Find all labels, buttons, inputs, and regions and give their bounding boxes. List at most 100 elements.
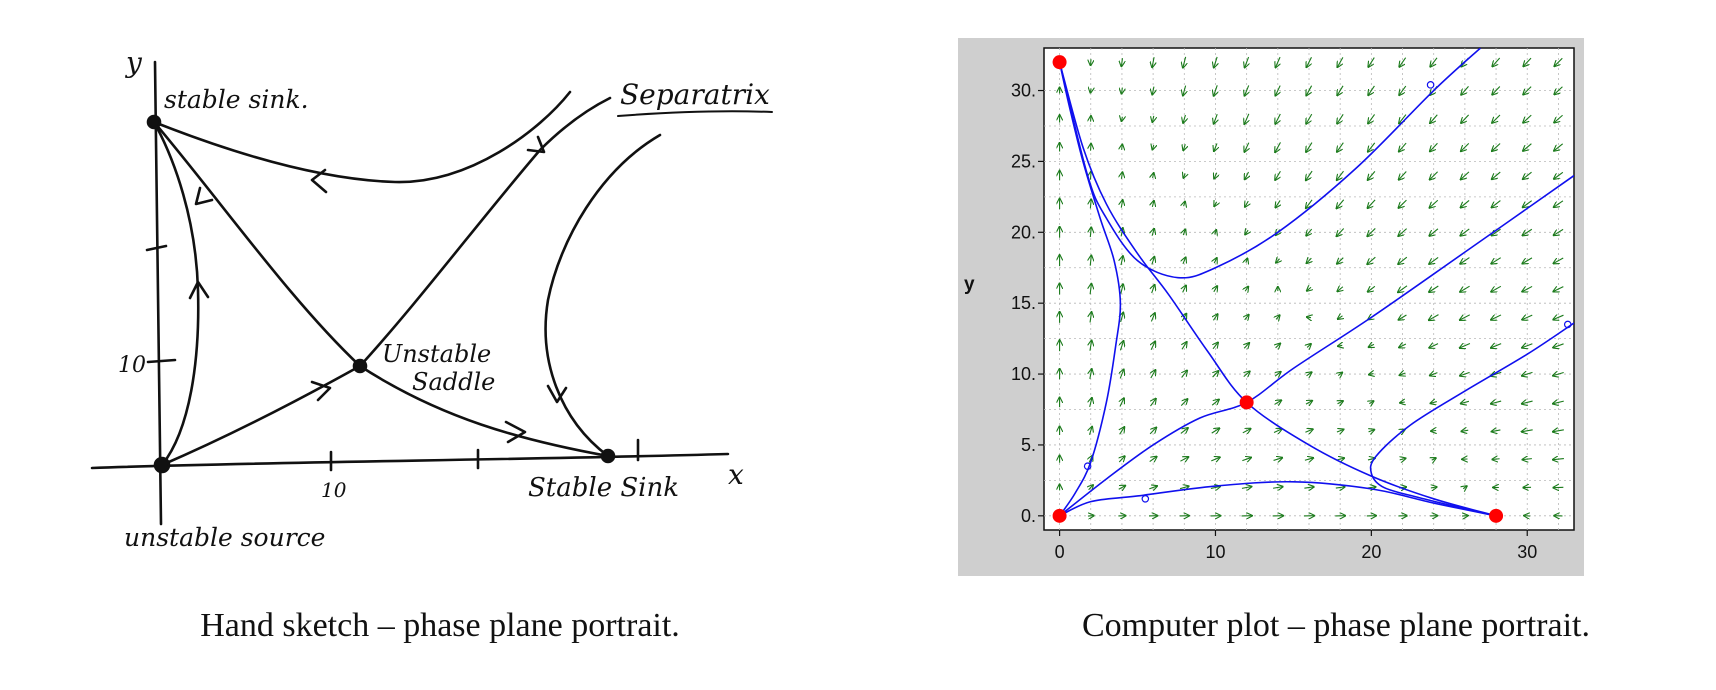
sketch-arrowhead (194, 186, 214, 206)
direction-field-arrow (1245, 230, 1248, 234)
direction-field-arrow (1554, 228, 1564, 235)
sketch-arrowhead (310, 380, 332, 402)
direction-field-arrow (1430, 142, 1438, 151)
direction-field-arrow (1180, 399, 1187, 406)
direction-field-arrow (1553, 287, 1564, 292)
direction-field-arrow (1241, 487, 1251, 489)
direction-field-arrow (1089, 485, 1093, 490)
direction-field-arrow (1304, 458, 1313, 460)
label-saddle-line1: Unstable (382, 340, 491, 368)
direction-field-arrow (1214, 56, 1217, 67)
direction-field-arrow (1368, 199, 1376, 208)
x-tick-label: 10 (1205, 542, 1225, 562)
direction-field-arrow (1460, 314, 1471, 320)
direction-field-arrow (1460, 343, 1471, 347)
direction-field-arrow (1400, 402, 1405, 403)
direction-field-arrow (1213, 371, 1219, 378)
direction-field-arrow (1152, 86, 1154, 95)
label-separatrix: Separatrix (620, 78, 770, 111)
direction-field-arrow (1432, 458, 1436, 460)
direction-field-arrow (1214, 113, 1217, 123)
direction-field-arrow (1151, 313, 1154, 322)
direction-field-arrow (1555, 57, 1563, 66)
direction-field-arrow (1179, 486, 1189, 488)
initial-condition-marker (1563, 320, 1572, 329)
direction-field-arrow (1151, 342, 1155, 351)
initial-condition-marker (1426, 81, 1435, 89)
direction-field-arrow (1276, 200, 1281, 207)
direction-field-arrow (1338, 345, 1342, 346)
direction-field-arrow (1304, 487, 1313, 488)
direction-field-arrow (1462, 430, 1469, 431)
direction-field-arrow (1276, 344, 1280, 348)
x-tick-label: 30 (1517, 542, 1537, 562)
direction-field-arrow (1275, 142, 1281, 152)
direction-field-arrow (1120, 341, 1123, 351)
direction-field-arrow (1183, 173, 1185, 177)
trajectory-curve-5 (1058, 48, 1482, 279)
direction-field-arrow (1089, 427, 1092, 435)
equilibrium-point (1489, 508, 1504, 523)
hand-sketch-labels: y x 10 10 stable sink. Separatrix Unstab… (118, 46, 770, 552)
direction-field-arrow (1149, 486, 1157, 489)
y-tick-label: 5. (1021, 435, 1036, 455)
equilibrium-point (1052, 55, 1067, 70)
direction-field-arrow (1120, 427, 1125, 435)
direction-field-arrow (1429, 228, 1439, 236)
direction-field-arrow (1523, 459, 1532, 460)
direction-field-arrow (1275, 113, 1281, 124)
direction-field-arrow (1429, 256, 1439, 264)
direction-field-arrow (1275, 85, 1280, 96)
trajectory-curve-4 (1058, 62, 1122, 517)
direction-field-arrow (1399, 57, 1407, 67)
direction-field-arrow (1463, 486, 1466, 488)
direction-field-arrow (1246, 259, 1247, 263)
direction-field-arrow (1121, 228, 1123, 237)
direction-field-arrow (1183, 144, 1185, 150)
direction-field-arrow (1523, 200, 1533, 207)
direction-field-arrow (1338, 373, 1342, 376)
direction-field-arrow (1214, 286, 1217, 292)
direction-field-arrow (1121, 313, 1124, 323)
direction-field-arrow (1245, 201, 1248, 207)
direction-field-arrow (1399, 171, 1407, 180)
computer-plot-panel: 0 10 20 30 0. 5. 10. 15. 20. 25. 30. y (958, 38, 1584, 576)
direction-field-arrow (1245, 85, 1249, 95)
direction-field-arrow (1244, 372, 1250, 377)
direction-field-arrow (1554, 200, 1564, 207)
direction-field-arrow (1273, 487, 1282, 489)
direction-field-arrow (1307, 57, 1312, 67)
direction-field-arrow (1273, 429, 1282, 433)
direction-field-arrow (1090, 284, 1091, 295)
direction-field-arrow (1369, 374, 1373, 375)
direction-field-arrow (1430, 373, 1438, 376)
direction-field-arrow (1523, 57, 1532, 66)
direction-field-arrow (1523, 257, 1533, 264)
direction-field-arrow (1090, 312, 1091, 323)
label-unstable-source: unstable source (124, 523, 325, 552)
direction-field-arrow (1431, 430, 1436, 431)
direction-field-arrow (1275, 372, 1281, 376)
direction-field-arrow (1337, 228, 1345, 236)
direction-field-arrow (1429, 344, 1439, 348)
plot-y-axis-title: y (964, 274, 975, 295)
direction-field-arrow (1491, 344, 1502, 348)
direction-field-arrow (1090, 398, 1092, 407)
direction-field-arrow (1183, 56, 1186, 68)
direction-field-arrow (1337, 257, 1344, 264)
direction-field-arrow (1337, 57, 1344, 67)
direction-field-arrow (1090, 172, 1091, 180)
sketch-y-tick (145, 244, 168, 252)
direction-field (1060, 56, 1564, 518)
direction-field-arrow (1400, 373, 1406, 375)
direction-field-arrow (1090, 341, 1092, 351)
direction-field-arrow (1182, 342, 1187, 350)
sketch-diagonal-upper (152, 120, 362, 368)
direction-field-arrow (1399, 142, 1407, 151)
direction-field-arrow (1461, 171, 1470, 179)
direction-field-arrow (1152, 115, 1153, 122)
sketch-saddle-point (352, 358, 368, 374)
sketch-top-trajectory (152, 90, 572, 184)
y-tick-label: 30. (1011, 81, 1036, 101)
direction-field-arrow (1460, 285, 1470, 292)
